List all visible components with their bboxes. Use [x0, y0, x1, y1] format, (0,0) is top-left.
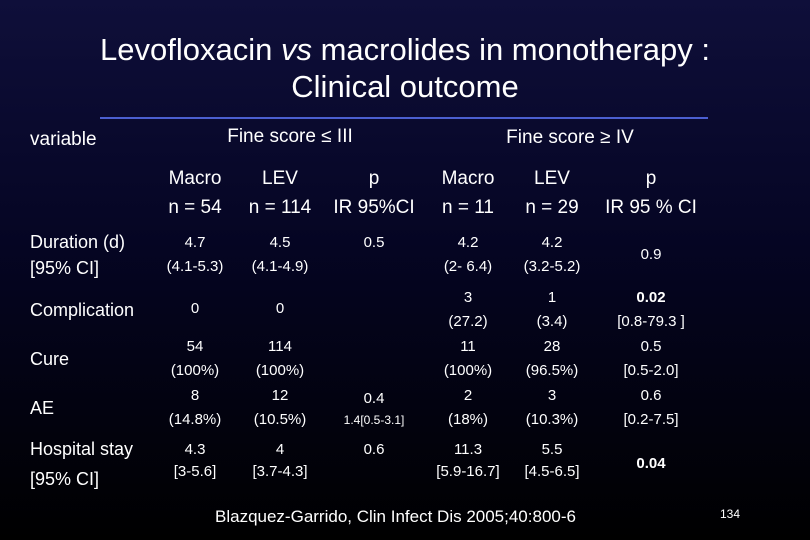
cell-stay-g2-macro-ci: [5.9-16.7] — [436, 463, 500, 480]
cell-cure-g2-p: 0.5 — [640, 338, 662, 355]
col-header-g1-macro-1: Macro — [168, 168, 222, 189]
cell-cure-g2-macro-pct: (100%) — [443, 362, 493, 379]
cell-complication-g2-lev-pct: (3.4) — [536, 313, 568, 330]
col-header-g1-lev-1: LEV — [262, 168, 298, 189]
cell-duration-g1-p: 0.5 — [363, 234, 385, 251]
group1-header: Fine score ≤ III — [227, 126, 353, 147]
cell-stay-g2-lev-ci: [4.5-6.5] — [524, 463, 580, 480]
variable-header: variable — [30, 129, 97, 150]
cell-stay-g1-lev-ci: [3.7-4.3] — [252, 463, 308, 480]
cell-cure-g1-lev-pct: (100%) — [255, 362, 305, 379]
col-header-g2-p-2: IR 95 % CI — [605, 197, 697, 218]
page-number: 134 — [720, 507, 741, 521]
cell-complication-g2-lev: 1 — [547, 289, 557, 306]
title-divider — [100, 117, 708, 119]
cell-cure-g1-macro-pct: (100%) — [170, 362, 220, 379]
row-label-duration: Duration (d) — [30, 232, 126, 252]
cell-duration-g2-lev-ci: (3.2-5.2) — [523, 258, 581, 275]
cell-complication-g2-macro-pct: (27.2) — [448, 313, 488, 330]
cell-stay-g1-macro-ci: [3-5.6] — [173, 463, 217, 480]
cell-duration-g1-macro-ci: (4.1-5.3) — [166, 258, 224, 275]
cell-ae-g1-lev-pct: (10.5%) — [253, 411, 307, 428]
slide-title-line2: Clinical outcome — [291, 69, 519, 104]
col-header-g2-p-1: p — [645, 168, 657, 189]
col-header-g2-macro-1: Macro — [441, 168, 495, 189]
cell-complication-g1-lev: 0 — [275, 300, 285, 317]
cell-duration-g2-macro-ci: (2- 6.4) — [443, 258, 493, 275]
col-header-g2-lev-2: n = 29 — [525, 197, 579, 218]
row-label-hospital-stay: Hospital stay — [30, 439, 134, 459]
cell-duration-g1-lev-ci: (4.1-4.9) — [251, 258, 309, 275]
cell-ae-g1-macro-pct: (14.8%) — [168, 411, 222, 428]
row-label-hospital-stay-ci: [95% CI] — [30, 469, 100, 489]
cell-stay-g2-p: 0.04 — [636, 455, 666, 472]
cell-cure-g1-lev: 114 — [268, 338, 292, 355]
cell-ae-g1-lev: 12 — [271, 387, 289, 404]
cell-duration-g2-macro: 4.2 — [457, 234, 479, 251]
cell-stay-g1-macro: 4.3 — [184, 441, 206, 458]
cell-ae-g2-p-ci: [0.2-7.5] — [623, 411, 679, 428]
col-header-g2-lev-1: LEV — [534, 168, 570, 189]
cell-ae-g2-lev-pct: (10.3%) — [525, 411, 579, 428]
row-label-complication: Complication — [30, 300, 135, 320]
cell-complication-g2-p-ci: [0.8-79.3 ] — [617, 313, 685, 330]
slide-title-line1: Levofloxacin vs macrolides in monotherap… — [100, 32, 710, 67]
row-label-duration-ci: [95% CI] — [30, 258, 100, 278]
cell-duration-g2-p: 0.9 — [640, 246, 662, 263]
group2-header: Fine score ≥ IV — [506, 127, 634, 148]
cell-stay-g2-lev: 5.5 — [541, 441, 563, 458]
cell-complication-g1-macro: 0 — [190, 300, 200, 317]
cell-cure-g2-lev: 28 — [543, 338, 561, 355]
cell-ae-g1-macro: 8 — [190, 387, 200, 404]
cell-duration-g1-lev: 4.5 — [269, 234, 291, 251]
col-header-g1-macro-2: n = 54 — [168, 197, 222, 218]
cell-cure-g2-p-ci: [0.5-2.0] — [623, 362, 679, 379]
cell-ae-g2-macro-pct: (18%) — [447, 411, 488, 428]
title-italic-vs: vs — [280, 32, 312, 67]
cell-stay-g1-lev: 4 — [275, 441, 285, 458]
cell-ae-g1-p-ir: 1.4[0.5-3.1] — [343, 413, 405, 427]
row-label-ae: AE — [30, 398, 55, 418]
col-header-g1-p-1: p — [368, 168, 380, 189]
cell-ae-g2-p: 0.6 — [640, 387, 662, 404]
cell-cure-g1-macro: 54 — [186, 338, 204, 355]
cell-cure-g2-lev-pct: (96.5%) — [525, 362, 579, 379]
cell-stay-g2-macro: 11.3 — [453, 441, 483, 458]
col-header-g1-p-2: IR 95%CI — [333, 197, 415, 218]
col-header-g1-lev-2: n = 114 — [248, 197, 312, 218]
cell-ae-g1-p: 0.4 — [363, 390, 385, 407]
cell-cure-g2-macro: 11 — [460, 338, 476, 355]
cell-complication-g2-macro: 3 — [463, 289, 473, 306]
row-label-cure: Cure — [30, 349, 70, 369]
cell-ae-g2-lev: 3 — [547, 387, 557, 404]
cell-ae-g2-macro: 2 — [463, 387, 473, 404]
cell-stay-g1-p: 0.6 — [363, 441, 385, 458]
col-header-g2-macro-2: n = 11 — [442, 197, 494, 218]
cell-duration-g1-macro: 4.7 — [184, 234, 206, 251]
cell-duration-g2-lev: 4.2 — [541, 234, 563, 251]
cell-complication-g2-p: 0.02 — [636, 289, 666, 306]
citation: Blazquez-Garrido, Clin Infect Dis 2005;4… — [215, 507, 576, 526]
